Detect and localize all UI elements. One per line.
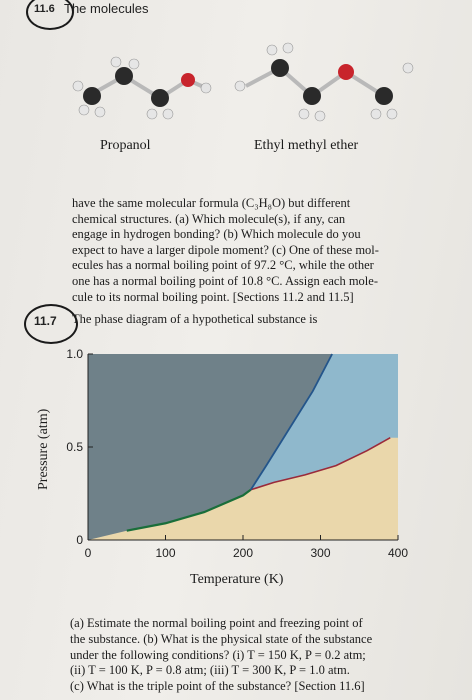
liquid-region (250, 354, 398, 490)
x-tick-label: 400 (388, 546, 408, 560)
text-line: one has a normal boiling point of 10.8 °… (72, 273, 378, 288)
problem-circle-mark (24, 304, 78, 344)
y-tick-label: 1.0 (66, 347, 83, 361)
x-axis-label: Temperature (K) (190, 572, 284, 587)
text-line: engage in hydrogen bonding? (b) Which mo… (72, 227, 361, 242)
ethyl-methyl-ether-model (234, 42, 414, 122)
text-line: chemical structures. (a) Which molecule(… (72, 211, 346, 226)
problem-lead-in: The phase diagram of a hypothetical subs… (72, 312, 318, 326)
propanol-model (72, 56, 212, 120)
problem-lead-in: The molecules (64, 1, 149, 16)
solid-region (88, 354, 333, 540)
text-line: under the following conditions? (i) T = … (70, 647, 366, 662)
molecule-name-propanol: Propanol (100, 138, 151, 153)
text-line: the substance. (b) What is the physical … (70, 631, 373, 646)
text-line: have the same molecular formula (C₃H₈O) … (72, 196, 351, 210)
problem-circle-mark (26, 0, 74, 30)
text-line: expect to have a larger dipole moment? (… (72, 242, 379, 257)
y-axis-label: Pressure (atm) (36, 408, 51, 490)
problem-number: 11.7 (34, 314, 57, 328)
problem-11-7-text: (a) Estimate the normal boiling point an… (70, 616, 372, 695)
x-tick-label: 200 (233, 546, 253, 560)
problem-number: 11.6 (34, 3, 55, 15)
x-tick-label: 0 (85, 546, 92, 560)
text-line: (c) What is the triple point of the subs… (70, 679, 365, 694)
molecule-name-ethyl-methyl-ether: Ethyl methyl ether (254, 138, 359, 153)
phase-diagram-chart: 0 100 200 300 400 0 0.5 1.0 (66, 347, 408, 560)
text-line: (ii) T = 100 K, P = 0.8 atm; (iii) T = 3… (70, 663, 350, 678)
fusion-curve (249, 353, 333, 491)
text-line: cule to its normal boiling point. [Secti… (72, 289, 354, 304)
vaporization-curve (250, 437, 391, 491)
y-tick-label: 0.5 (66, 440, 83, 454)
sublimation-curve (126, 488, 252, 532)
x-tick-label: 100 (155, 546, 175, 560)
problem-11-6-text: have the same molecular formula (C₃H₈O) … (72, 196, 379, 305)
y-tick-label: 0 (76, 533, 83, 547)
x-tick-label: 300 (310, 546, 330, 560)
text-line: (a) Estimate the normal boiling point an… (70, 616, 363, 630)
text-line: ecules has a normal boiling point of 97.… (72, 258, 374, 273)
